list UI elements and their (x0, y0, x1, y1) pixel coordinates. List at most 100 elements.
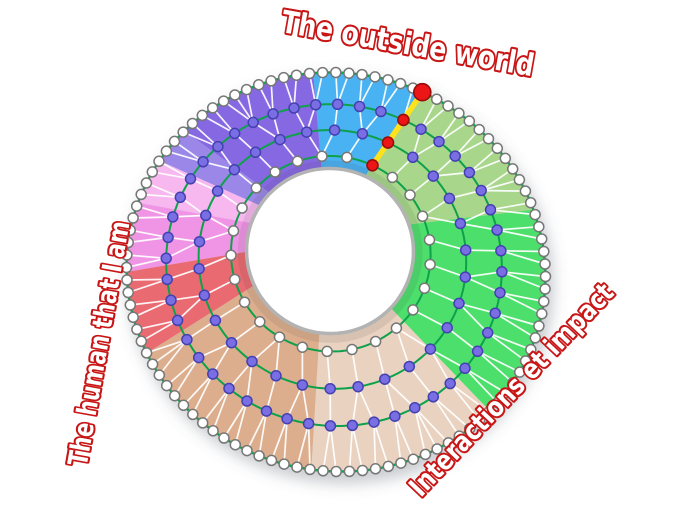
node-white[interactable] (533, 220, 545, 233)
node-white[interactable] (453, 430, 466, 442)
node-purple[interactable] (165, 294, 177, 306)
node-purple[interactable] (281, 412, 293, 425)
node-purple[interactable] (496, 266, 508, 278)
node-purple[interactable] (415, 123, 427, 135)
node-purple[interactable] (403, 360, 416, 373)
node-purple[interactable] (454, 217, 467, 230)
node-white[interactable] (453, 107, 465, 119)
node-purple[interactable] (443, 192, 456, 205)
node-purple[interactable] (459, 244, 472, 256)
node-purple[interactable] (288, 102, 300, 114)
node-white[interactable] (419, 448, 432, 461)
node-white[interactable] (341, 151, 353, 164)
node-purple[interactable] (198, 289, 211, 302)
node-white[interactable] (473, 123, 485, 136)
node-white[interactable] (229, 438, 242, 451)
node-white[interactable] (519, 355, 532, 367)
node-white[interactable] (196, 109, 209, 122)
node-purple[interactable] (302, 417, 315, 430)
node-white[interactable] (122, 236, 134, 249)
node-white[interactable] (416, 210, 429, 223)
node-purple[interactable] (267, 108, 279, 120)
node-white[interactable] (278, 458, 290, 470)
node-purple[interactable] (197, 156, 209, 168)
node-white[interactable] (196, 417, 209, 429)
node-white[interactable] (395, 457, 407, 469)
node-purple[interactable] (160, 252, 172, 265)
node-purple[interactable] (368, 416, 380, 428)
node-white[interactable] (127, 212, 139, 224)
node-white[interactable] (206, 102, 219, 114)
node-white[interactable] (430, 93, 443, 106)
node-purple[interactable] (192, 351, 205, 364)
node-white[interactable] (418, 282, 431, 295)
node-purple[interactable] (212, 140, 224, 153)
node-white[interactable] (407, 304, 419, 316)
node-purple[interactable] (324, 420, 337, 432)
node-white[interactable] (442, 437, 455, 449)
node-white[interactable] (121, 274, 133, 286)
node-white[interactable] (121, 249, 133, 261)
node-white[interactable] (356, 68, 368, 81)
node-purple[interactable] (193, 262, 205, 275)
node-white[interactable] (273, 331, 286, 343)
node-white[interactable] (343, 465, 356, 478)
node-white[interactable] (473, 414, 486, 427)
node-white[interactable] (539, 283, 551, 295)
node-white[interactable] (253, 450, 265, 462)
node-purple[interactable] (495, 245, 507, 257)
node-white[interactable] (538, 295, 550, 308)
node-white[interactable] (168, 389, 181, 402)
node-white[interactable] (238, 296, 251, 308)
node-purple[interactable] (296, 379, 309, 391)
node-white[interactable] (146, 166, 159, 178)
node-white[interactable] (491, 396, 504, 409)
node-purple[interactable] (207, 368, 219, 380)
node-white[interactable] (252, 79, 265, 91)
node-white[interactable] (217, 95, 230, 107)
node-white[interactable] (407, 453, 420, 465)
node-purple[interactable] (375, 105, 387, 118)
node-white[interactable] (369, 71, 381, 83)
node-white[interactable] (424, 258, 436, 271)
node-white[interactable] (250, 182, 263, 194)
node-purple[interactable] (223, 382, 235, 395)
node-white[interactable] (146, 358, 159, 370)
node-purple[interactable] (407, 151, 419, 164)
node-purple[interactable] (309, 99, 322, 111)
node-purple[interactable] (184, 173, 197, 185)
highlight-node[interactable] (397, 113, 410, 127)
node-white[interactable] (316, 66, 329, 79)
node-white[interactable] (240, 83, 253, 96)
node-purple[interactable] (174, 191, 187, 204)
node-purple[interactable] (453, 297, 465, 310)
node-white[interactable] (225, 249, 237, 262)
node-white[interactable] (120, 261, 133, 274)
node-purple[interactable] (356, 128, 369, 140)
node-white[interactable] (423, 234, 436, 246)
node-white[interactable] (135, 335, 148, 348)
node-purple[interactable] (228, 127, 241, 140)
node-white[interactable] (168, 135, 181, 148)
node-purple[interactable] (489, 307, 501, 319)
node-white[interactable] (321, 345, 333, 358)
node-white[interactable] (513, 174, 526, 186)
node-white[interactable] (463, 115, 476, 127)
node-white[interactable] (356, 464, 369, 477)
node-purple[interactable] (471, 345, 484, 358)
node-purple[interactable] (260, 405, 273, 417)
node-purple[interactable] (353, 100, 366, 113)
node-white[interactable] (291, 155, 304, 167)
node-purple[interactable] (491, 224, 503, 236)
node-purple[interactable] (459, 362, 471, 375)
node-white[interactable] (296, 341, 309, 353)
node-white[interactable] (303, 67, 316, 80)
node-purple[interactable] (427, 391, 440, 403)
node-white[interactable] (229, 273, 241, 286)
node-purple[interactable] (379, 373, 391, 385)
node-purple[interactable] (209, 314, 222, 327)
node-purple[interactable] (444, 377, 456, 390)
node-white[interactable] (519, 185, 532, 197)
node-purple[interactable] (300, 126, 313, 138)
node-white[interactable] (382, 460, 395, 473)
